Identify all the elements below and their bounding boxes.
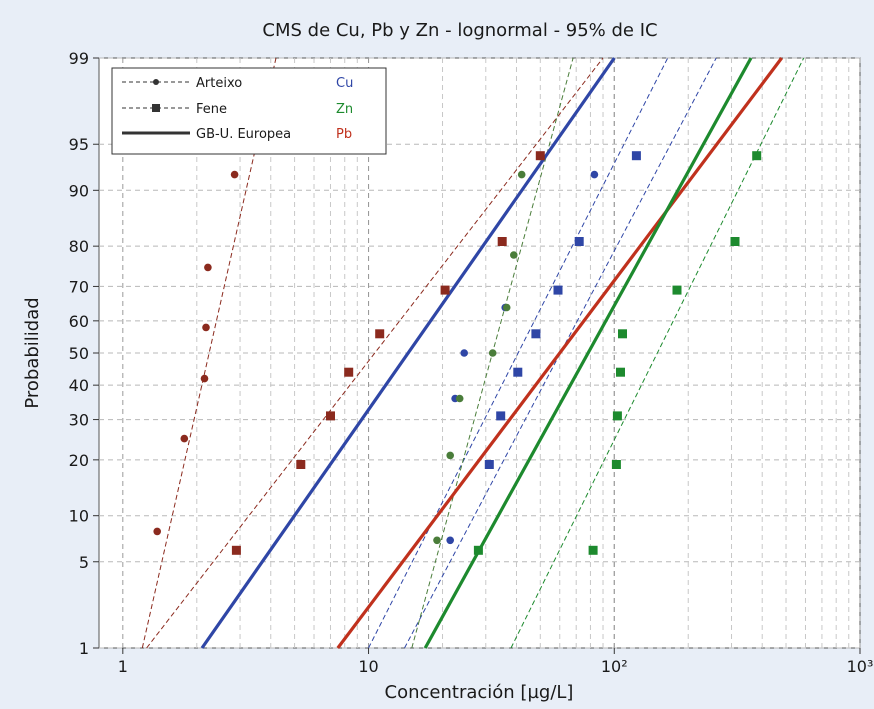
y-tick-label: 60 [69, 312, 89, 331]
data-point-square [531, 329, 541, 339]
data-point-square [296, 460, 306, 469]
data-point-square [618, 329, 627, 339]
y-tick-label: 10 [69, 507, 89, 526]
y-axis-ticks: 1 5 10 20 30 40 50 60 70 80 90 95 99 [69, 49, 99, 658]
data-point-square [513, 367, 523, 377]
data-point-circle [204, 263, 212, 272]
data-point-square [326, 411, 335, 421]
y-tick-label: 40 [69, 376, 89, 395]
legend-metal-label: Pb [336, 127, 352, 142]
legend-label: GB-U. Europea [196, 127, 291, 142]
x-tick-label: 1 [118, 657, 128, 676]
data-point-circle [433, 536, 441, 545]
legend-marker-circle [153, 79, 159, 85]
data-point-circle [488, 349, 497, 357]
data-point-circle [200, 374, 209, 383]
data-point-circle [153, 527, 161, 536]
y-tick-label: 1 [79, 639, 89, 658]
data-point-square [535, 151, 545, 161]
data-point-circle [230, 170, 239, 179]
data-point-square [611, 460, 621, 469]
legend-metal-label: Zn [336, 102, 353, 117]
x-tick-label: 10³ [847, 657, 874, 676]
data-point-circle [180, 434, 189, 443]
reference-line [200, 57, 616, 649]
data-point-square [231, 545, 241, 555]
legend-metal-label: Cu [336, 76, 353, 91]
data-point-square [631, 151, 641, 161]
data-markers [153, 151, 762, 555]
data-point-square [588, 545, 598, 555]
reference-line [336, 57, 783, 649]
y-tick-label: 5 [79, 553, 89, 572]
y-tick-label: 30 [69, 411, 89, 430]
data-point-circle [502, 303, 511, 312]
data-point-square [496, 411, 506, 421]
fit-line [141, 57, 277, 649]
data-point-square [375, 329, 385, 339]
data-point-circle [455, 394, 464, 403]
data-point-square [574, 237, 584, 246]
data-point-square [672, 285, 682, 295]
data-point-circle [510, 251, 518, 259]
y-tick-label: 50 [69, 344, 89, 363]
fit-line [146, 57, 604, 649]
data-point-square [344, 367, 354, 377]
y-tick-label: 99 [69, 49, 89, 68]
x-tick-label: 10² [601, 657, 628, 676]
data-point-square [752, 151, 762, 161]
y-axis-label: Probabilidad [22, 297, 43, 408]
data-point-circle [446, 536, 455, 545]
data-point-circle [590, 170, 599, 179]
chart-title: CMS de Cu, Pb y Zn - lognormal - 95% de … [262, 20, 657, 41]
legend-marker-square [152, 104, 160, 112]
y-tick-label: 70 [69, 277, 89, 296]
y-tick-label: 95 [69, 135, 89, 154]
y-tick-label: 80 [69, 237, 89, 256]
legend: Arteixo Fene GB-U. Europea Cu Zn Pb [111, 67, 387, 155]
y-tick-label: 20 [69, 451, 89, 470]
legend-label: Arteixo [196, 76, 242, 91]
data-point-square [730, 237, 740, 246]
legend-entries: Arteixo Fene GB-U. Europea Cu Zn Pb [122, 76, 353, 142]
x-axis-ticks: 1 10 10² 10³ [118, 648, 874, 676]
data-point-circle [517, 170, 526, 179]
fit-line [404, 57, 717, 649]
data-point-square [497, 237, 507, 246]
data-point-square [473, 545, 483, 555]
y-tick-label: 90 [69, 181, 89, 200]
data-point-circle [446, 451, 455, 460]
grid [99, 57, 861, 649]
x-axis-label: Concentración [µg/L] [385, 682, 574, 703]
data-point-square [612, 411, 622, 421]
data-point-square [484, 460, 494, 469]
data-point-circle [460, 349, 469, 357]
legend-label: Fene [196, 102, 227, 117]
data-point-square [553, 285, 563, 295]
data-point-square [616, 367, 625, 377]
fit-line [368, 57, 669, 649]
x-tick-label: 10 [358, 657, 378, 676]
data-point-square [440, 285, 450, 295]
data-point-circle [202, 323, 210, 332]
